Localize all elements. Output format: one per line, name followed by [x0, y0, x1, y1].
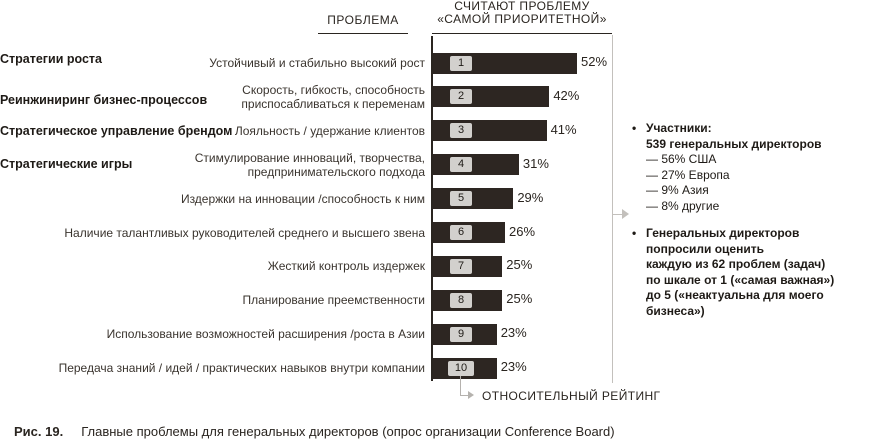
bar [433, 154, 519, 176]
data-label: 26% [509, 223, 536, 239]
priority-header-line-2: «САМОЙ ПРИОРИТЕТНОЙ» [437, 12, 607, 26]
rank-badge: 5 [450, 191, 472, 207]
data-label: 23% [500, 359, 527, 375]
problem-label: Скорость, гибкость, способность приспосаб… [5, 83, 425, 111]
method-line-2: попросили оценить [646, 241, 764, 256]
data-label: 23% [500, 325, 527, 341]
bar [433, 188, 514, 210]
category-brand-management: Стратегическое управление брендом [0, 124, 233, 138]
problem-label-line: приспосабливаться к переменам [241, 96, 425, 111]
problem-label: Передача знаний / идей / практических на… [5, 361, 425, 375]
figure-caption: Рис. 19. Главные проблемы для генеральных… [14, 424, 615, 439]
data-label: 29% [517, 189, 544, 205]
participants-note: • Участники: 539 генеральных директоров … [632, 121, 822, 214]
category-business-process-reengineering: Реинжиниринг бизнес-процессов [0, 93, 208, 107]
rank-badge: 4 [450, 157, 472, 173]
method-note: • Генеральных директоров попросили оцени… [632, 226, 880, 319]
problem-label-line: Передача знаний / идей / практических на… [58, 361, 425, 376]
problem-header-rule [318, 33, 408, 34]
problem-label-line: предпринимательского подхода [247, 164, 425, 179]
method-line-5: до 5 («неактуальна для моего бизнеса») [646, 288, 824, 318]
participants-title: Участники: [646, 121, 712, 135]
data-label: 42% [553, 87, 580, 103]
problem-label: Использование возможностей расширения /р… [5, 327, 425, 341]
bullet-icon: • [632, 226, 637, 240]
priority-column-header: СЧИТАЮТ ПРОБЛЕМУ «САМОЙ ПРИОРИТЕТНОЙ» [432, 0, 612, 26]
data-label: 31% [522, 155, 549, 171]
problem-label-line: Использование возможностей расширения /р… [106, 327, 425, 342]
problem-label: Наличие талантливых руководителей средне… [5, 226, 425, 240]
data-label: 25% [506, 257, 533, 273]
participants-breakdown-europe: — 27% Европа [646, 167, 730, 182]
category-strategic-games: Стратегические игры [0, 157, 133, 171]
rating-connector [460, 376, 461, 395]
data-label: 25% [506, 291, 533, 307]
method-line-3: каждую из 62 проблем (задач) [646, 257, 826, 271]
figure-caption-text: Главные проблемы для генеральных директо… [81, 424, 615, 439]
problem-column-header: ПРОБЛЕМА [327, 13, 399, 27]
priority-header-line-1: СЧИТАЮТ ПРОБЛЕМУ [454, 0, 590, 13]
rank-badge: 8 [450, 292, 472, 308]
problem-label: Лояльность / удержание клиентов [5, 124, 425, 138]
notes-arrow-icon [622, 209, 629, 219]
notes-bracket-tick [612, 214, 623, 215]
problem-label-line: Издержки на инновации /способность к ним [180, 191, 425, 206]
problem-label-line: Наличие талантливых руководителей средне… [64, 225, 425, 240]
problem-label-line: Устойчивый и стабильно высокий рост [209, 56, 425, 70]
rank-badge: 9 [450, 326, 472, 342]
problem-label-line: Жесткий контроль издержек [267, 259, 425, 274]
problem-label-line: Планирование преемственности [242, 293, 425, 308]
category-growth-strategies: Стратегии роста [0, 52, 102, 66]
notes-bracket [612, 35, 613, 383]
rank-badge: 3 [450, 123, 472, 139]
method-line-4: по шкале от 1 («самая важная») [646, 272, 835, 287]
data-label: 41% [550, 121, 577, 137]
rank-badge: 7 [450, 258, 472, 274]
participants-count: 539 генеральных директоров [646, 136, 822, 151]
participants-breakdown-us: — 56% США [646, 152, 717, 166]
chart-axis-line [431, 36, 433, 381]
rank-badge: 6 [450, 225, 472, 240]
rank-badge: 2 [450, 89, 472, 105]
bullet-icon: • [632, 121, 637, 135]
data-label: 52% [581, 54, 608, 69]
problem-label: Жесткий контроль издержек [5, 259, 425, 273]
figure-label: Рис. 19. [14, 424, 64, 439]
problem-label: Издержки на инновации /способность к ним [5, 192, 425, 206]
rating-arrow-icon [468, 391, 474, 399]
problem-label: Планирование преемственности [5, 293, 425, 307]
x-axis-label: ОТНОСИТЕЛЬНЫЙ РЕЙТИНГ [482, 389, 661, 403]
problem-label-line: Скорость, гибкость, способность [242, 82, 425, 97]
priority-header-rule [432, 33, 612, 34]
rating-connector-horizontal [460, 395, 472, 396]
problem-label: Устойчивый и стабильно высокий рост [5, 56, 425, 70]
problem-label-line: Стимулирование инноваций, творчества, [194, 150, 425, 165]
participants-breakdown-other: — 8% другие [646, 198, 720, 213]
problem-label-line: Лояльность / удержание клиентов [234, 123, 425, 138]
problem-label: Стимулирование инноваций, творчества, пре… [5, 151, 425, 179]
method-line-1: Генеральных директоров [646, 226, 800, 240]
participants-breakdown-asia: — 9% Азия [646, 183, 709, 197]
rank-badge: 1 [450, 55, 472, 71]
rank-badge: 10 [448, 360, 474, 376]
